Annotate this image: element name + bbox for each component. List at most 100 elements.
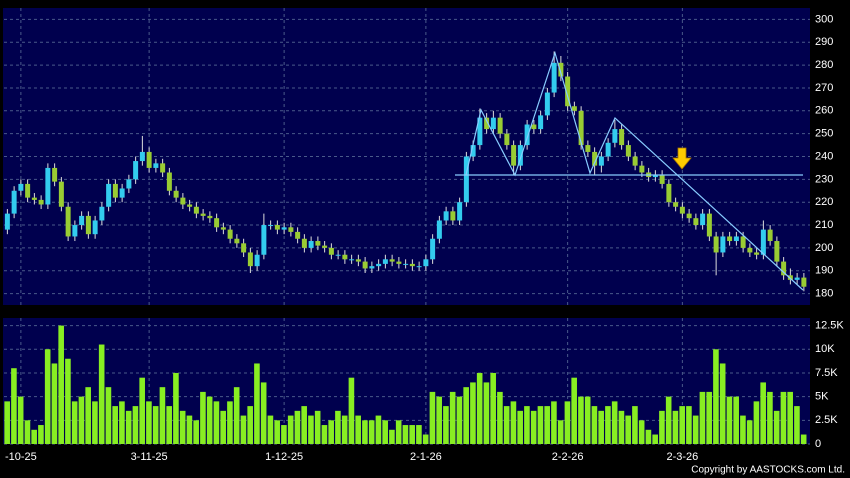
volume-bar bbox=[632, 406, 638, 444]
volume-bar bbox=[78, 396, 85, 444]
y-tick-label: 290 bbox=[815, 36, 833, 48]
volume-bar bbox=[571, 377, 577, 444]
volume-bar bbox=[139, 377, 145, 444]
candle-body bbox=[686, 213, 692, 219]
volume-bar bbox=[85, 387, 91, 444]
volume-bar bbox=[530, 410, 537, 444]
volume-bar bbox=[740, 415, 746, 444]
volume-bar bbox=[260, 382, 267, 444]
candle-body bbox=[322, 245, 328, 248]
volume-bar bbox=[422, 434, 429, 444]
volume-bar bbox=[395, 420, 402, 444]
volume-bar bbox=[389, 429, 395, 444]
candle-body bbox=[99, 206, 105, 221]
volume-bar bbox=[726, 396, 733, 444]
candle-body bbox=[639, 165, 645, 173]
candle-body bbox=[484, 117, 490, 130]
copyright: Copyright by AASTOCKS.com Ltd. bbox=[691, 465, 845, 476]
candle-body bbox=[349, 259, 355, 261]
candle-body bbox=[241, 243, 247, 253]
candle-body bbox=[794, 277, 800, 280]
volume-bar bbox=[787, 391, 793, 444]
volume-bar bbox=[206, 396, 213, 444]
volume-bar bbox=[173, 372, 179, 444]
candle-body bbox=[760, 229, 766, 255]
candle-body bbox=[747, 247, 753, 253]
candle-body bbox=[65, 206, 71, 237]
volume-bar bbox=[31, 429, 37, 444]
candle-body bbox=[180, 197, 186, 205]
candle-body bbox=[612, 129, 618, 143]
candle-body bbox=[376, 263, 382, 267]
candle-body bbox=[166, 172, 172, 191]
volume-bar bbox=[402, 425, 409, 444]
volume-bar bbox=[497, 391, 503, 444]
candle-body bbox=[207, 215, 213, 219]
candle-body bbox=[112, 183, 118, 198]
candle-body bbox=[11, 190, 17, 214]
volume-bar bbox=[686, 406, 692, 444]
volume-bar bbox=[294, 410, 301, 444]
volume-bar bbox=[449, 391, 456, 444]
candle-body bbox=[254, 254, 260, 267]
y-tick-label: 0 bbox=[815, 438, 821, 450]
volume-bar bbox=[483, 382, 490, 444]
volume-bar bbox=[733, 396, 739, 444]
volume-bar bbox=[375, 415, 382, 444]
candle-body bbox=[362, 261, 368, 269]
candle-body bbox=[45, 167, 51, 205]
y-tick-label: 270 bbox=[815, 82, 833, 94]
candle-body bbox=[328, 247, 334, 255]
candle-body bbox=[679, 206, 685, 214]
volume-bar bbox=[780, 391, 787, 444]
volume-bar bbox=[308, 415, 314, 444]
candle-body bbox=[288, 227, 294, 232]
candle-body bbox=[220, 227, 226, 230]
candle-body bbox=[119, 188, 125, 198]
candle-body bbox=[700, 213, 706, 226]
volume-bar bbox=[193, 420, 199, 444]
candle-body bbox=[706, 213, 712, 237]
volume-bar bbox=[773, 410, 780, 444]
candle-body bbox=[160, 163, 166, 173]
volume-bar bbox=[645, 429, 652, 444]
volume-bar bbox=[58, 325, 64, 444]
volume-bar bbox=[368, 420, 375, 444]
volume-bar bbox=[287, 415, 294, 444]
volume-bar bbox=[672, 410, 679, 444]
candle-body bbox=[754, 252, 760, 255]
y-tick-label: 12.5K bbox=[815, 319, 844, 331]
arrow bbox=[672, 147, 692, 170]
volume-bar bbox=[92, 401, 98, 444]
volume-bar bbox=[213, 401, 220, 444]
x-tick-label: 1-12-25 bbox=[265, 451, 303, 463]
y-tick-label: 190 bbox=[815, 265, 833, 277]
candle-body bbox=[457, 202, 463, 221]
candle-body bbox=[214, 218, 220, 228]
candle-body bbox=[153, 163, 159, 168]
volume-bar bbox=[4, 401, 10, 444]
volume-bar bbox=[611, 401, 618, 444]
volume-bar bbox=[281, 425, 287, 444]
volume-bar bbox=[665, 396, 672, 444]
candle-body bbox=[268, 225, 274, 227]
candle-body bbox=[52, 167, 58, 182]
volume-bar bbox=[321, 425, 328, 444]
candle-body bbox=[551, 62, 557, 93]
candle-body bbox=[193, 206, 199, 214]
candle-body bbox=[517, 145, 523, 166]
volume-bar bbox=[510, 401, 517, 444]
candle-body bbox=[85, 215, 91, 235]
volume-bar bbox=[625, 415, 631, 444]
volume-bar bbox=[605, 406, 611, 444]
candle-body bbox=[531, 124, 537, 130]
candle-body bbox=[740, 236, 746, 248]
candle-body bbox=[781, 261, 787, 276]
volume-bar bbox=[463, 387, 469, 444]
candle-body bbox=[247, 252, 253, 267]
volume-bar bbox=[557, 420, 564, 444]
volume-bar bbox=[409, 425, 415, 444]
volume-bar bbox=[71, 401, 78, 444]
candle-body bbox=[497, 117, 503, 134]
candle-body bbox=[200, 213, 206, 216]
